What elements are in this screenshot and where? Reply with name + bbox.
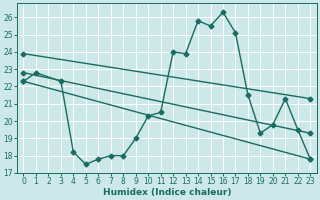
- X-axis label: Humidex (Indice chaleur): Humidex (Indice chaleur): [103, 188, 231, 197]
